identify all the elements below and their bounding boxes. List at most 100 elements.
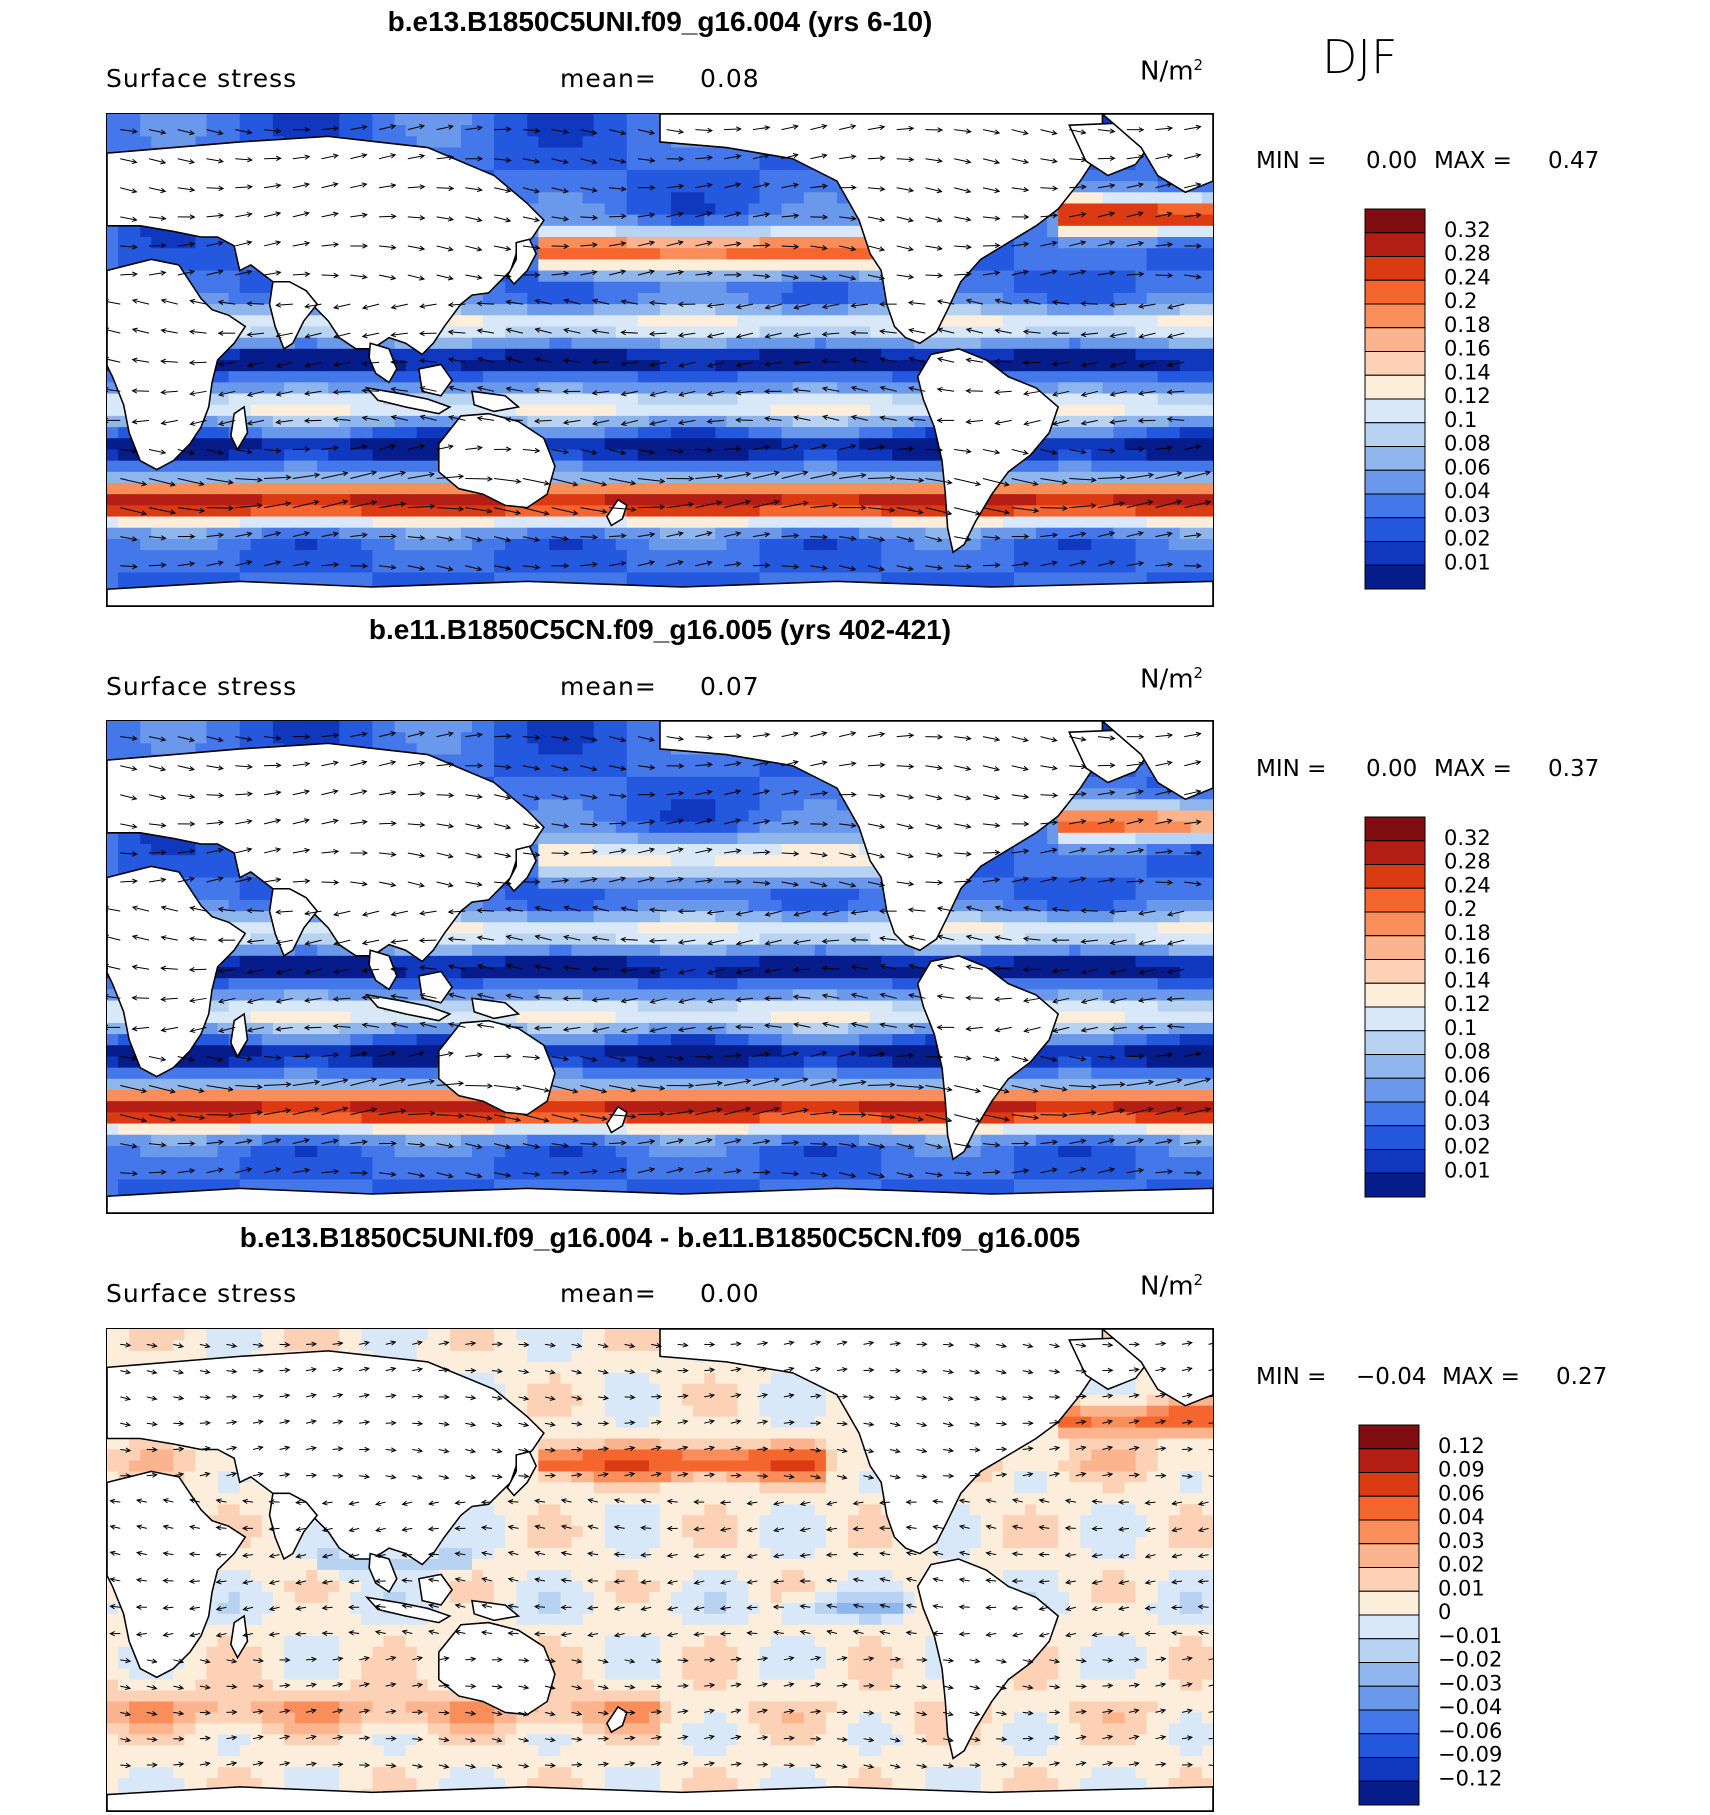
land-antarctica bbox=[107, 580, 1213, 606]
colorbar-swatch bbox=[1364, 1125, 1426, 1150]
land-nz bbox=[606, 498, 628, 527]
panel-2-variable: Surface stress bbox=[106, 672, 298, 701]
panel-2-colorbar: 0.32 0.28 0.24 0.2 0.18 0.16 0.14 0.12 0.1 0.08 0.… bbox=[1364, 816, 1514, 1206]
land-seasia bbox=[368, 1552, 398, 1593]
panel-3-mean-label: mean= bbox=[560, 1279, 657, 1308]
colorbar-swatch bbox=[1364, 398, 1426, 424]
land-africa bbox=[107, 1470, 247, 1679]
colorbar-swatch bbox=[1364, 1054, 1426, 1079]
colorbar-swatch bbox=[1358, 1448, 1420, 1473]
panel-1-colorbar: 0.32 0.28 0.24 0.2 0.18 0.16 0.14 0.12 0.1 0.08 0.… bbox=[1364, 208, 1514, 598]
panel-3-title: b.e13.B1850C5UNI.f09_g16.004 - b.e11.B18… bbox=[239, 1222, 1081, 1253]
colorbar-tick-label: −0.09 bbox=[1438, 1743, 1502, 1767]
land-namerica bbox=[659, 721, 1104, 952]
colorbar-tick-label: 0.12 bbox=[1444, 384, 1491, 408]
colorbar-tick-label: 0.08 bbox=[1444, 1040, 1491, 1064]
colorbar-swatch bbox=[1358, 1590, 1420, 1616]
colorbar-tick-label: −0.02 bbox=[1438, 1648, 1502, 1672]
land-newguinea bbox=[471, 390, 521, 413]
land-antarctica bbox=[107, 1786, 1213, 1811]
colorbar-tick-label: 0.1 bbox=[1444, 1016, 1477, 1040]
colorbar-swatch bbox=[1364, 469, 1426, 495]
colorbar-swatch bbox=[1358, 1472, 1420, 1497]
colorbar-tick-label: 0.06 bbox=[1444, 1063, 1491, 1087]
panel-1-mean-label: mean= bbox=[560, 64, 657, 93]
colorbar-swatch bbox=[1358, 1424, 1420, 1450]
panel-2-map-svg bbox=[107, 721, 1213, 1213]
land-africa bbox=[107, 258, 247, 471]
colorbar-swatch bbox=[1364, 446, 1426, 471]
colorbar-tick-label: 0.06 bbox=[1438, 1481, 1485, 1505]
colorbar-tick-label: 0.28 bbox=[1444, 850, 1491, 874]
colorbar-tick-label: 0.02 bbox=[1444, 527, 1491, 551]
panel-2-map bbox=[106, 720, 1214, 1214]
colorbar-swatch bbox=[1364, 232, 1426, 257]
land-indonesia1 bbox=[364, 1596, 452, 1624]
panel-3-units: N/m2 bbox=[1140, 1271, 1204, 1302]
panel-2-min-value: 0.00 bbox=[1366, 756, 1418, 782]
colorbar-swatch bbox=[1358, 1495, 1420, 1521]
colorbar-tick-label: 0.2 bbox=[1444, 897, 1477, 921]
continents bbox=[107, 1329, 1213, 1811]
colorbar-tick-label: 0.18 bbox=[1444, 313, 1491, 337]
colorbar-tick-label: −0.12 bbox=[1438, 1766, 1502, 1790]
panel-1-map bbox=[106, 113, 1214, 607]
colorbar-tick-label: 0.14 bbox=[1444, 360, 1491, 384]
colorbar-swatch bbox=[1358, 1733, 1420, 1758]
colorbar-tick-label: 0.04 bbox=[1444, 479, 1491, 503]
colorbar-swatch bbox=[1364, 208, 1426, 234]
land-eurasia bbox=[107, 1350, 545, 1566]
colorbar-swatch bbox=[1364, 374, 1426, 400]
panel-3-min-label: MIN = bbox=[1256, 1364, 1327, 1390]
colorbar-tick-label: 0.09 bbox=[1438, 1458, 1485, 1482]
colorbar-swatch bbox=[1364, 1101, 1426, 1127]
colorbar-swatch bbox=[1364, 840, 1426, 865]
land-indonesia1 bbox=[364, 386, 452, 415]
panel-3-max-label: MAX = bbox=[1442, 1364, 1520, 1390]
land-antarctica bbox=[107, 1187, 1213, 1213]
colorbar-swatch bbox=[1364, 351, 1426, 376]
colorbar-swatch bbox=[1364, 422, 1426, 447]
colorbar-swatch bbox=[1364, 1077, 1426, 1103]
land-australia bbox=[438, 412, 556, 509]
panel-3-variable: Surface stress bbox=[106, 1279, 298, 1308]
panel-1-max-label: MAX = bbox=[1434, 148, 1512, 174]
land-india bbox=[268, 1492, 319, 1561]
panel-2-units: N/m2 bbox=[1140, 664, 1204, 695]
land-nz bbox=[606, 1105, 628, 1134]
colorbar-tick-label: 0.14 bbox=[1444, 968, 1491, 992]
colorbar-tick-label: 0.12 bbox=[1444, 992, 1491, 1016]
colorbar-tick-label: 0.1 bbox=[1444, 408, 1477, 432]
colorbar-swatch bbox=[1358, 1614, 1420, 1640]
land-india bbox=[268, 280, 319, 350]
colorbar-tick-label: −0.03 bbox=[1438, 1671, 1502, 1695]
colorbar-tick-label: 0.32 bbox=[1444, 826, 1491, 850]
land-indonesia1 bbox=[364, 993, 452, 1022]
panel-2-max-label: MAX = bbox=[1434, 756, 1512, 782]
land-europeNE bbox=[1101, 1329, 1213, 1407]
colorbar-swatch bbox=[1364, 935, 1426, 960]
panel-3-colorbar-svg: 0.120.090.060.040.030.020.010−0.01−0.02−… bbox=[1358, 1424, 1502, 1806]
colorbar-tick-label: 0.06 bbox=[1444, 455, 1491, 479]
colorbar-tick-label: 0.01 bbox=[1438, 1576, 1485, 1600]
colorbar-tick-label: 0.01 bbox=[1444, 550, 1491, 574]
land-japan bbox=[506, 1450, 537, 1497]
colorbar-swatch bbox=[1364, 887, 1426, 913]
land-india bbox=[268, 887, 319, 957]
stress-vectors bbox=[107, 124, 1212, 572]
colorbar-swatch bbox=[1358, 1709, 1420, 1735]
colorbar-swatch bbox=[1364, 982, 1426, 1008]
land-seasia bbox=[368, 949, 398, 991]
land-namerica bbox=[659, 114, 1104, 345]
panel-1-min-value: 0.00 bbox=[1366, 148, 1418, 174]
colorbar-tick-label: 0.03 bbox=[1444, 503, 1491, 527]
land-africa bbox=[107, 865, 247, 1078]
panel-1-colorbar-svg: 0.320.280.240.20.180.160.140.120.10.080.… bbox=[1364, 208, 1491, 590]
colorbar-swatch bbox=[1364, 493, 1426, 519]
colorbar-swatch bbox=[1364, 327, 1426, 352]
colorbar-swatch bbox=[1358, 1638, 1420, 1663]
panel-1-mean-value: 0.08 bbox=[700, 64, 760, 93]
colorbar-tick-label: −0.04 bbox=[1438, 1695, 1502, 1719]
colorbar-swatch bbox=[1364, 816, 1426, 842]
panel-2-colorbar-svg: 0.320.280.240.20.180.160.140.120.10.080.… bbox=[1364, 816, 1491, 1198]
